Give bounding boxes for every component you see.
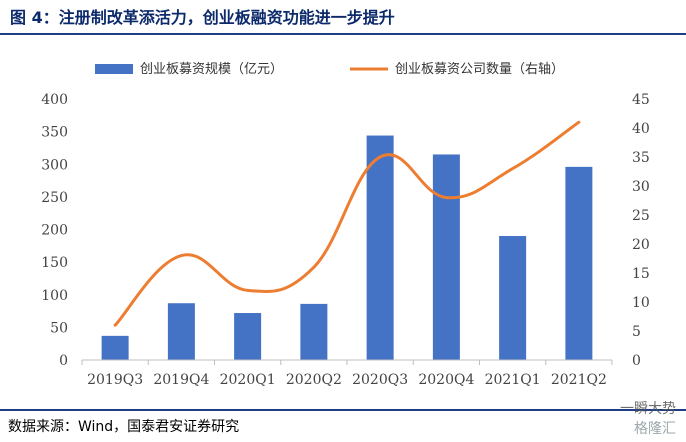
bar <box>366 135 394 360</box>
chart: 创业板募资规模（亿元） 创业板募资公司数量（右轴） 05010015020025… <box>41 62 650 388</box>
x-tick-label: 2020Q2 <box>286 372 342 388</box>
bottom-rule <box>0 409 686 411</box>
right-axis: 0 5 10 15 20 25 30 35 40 45 <box>632 92 650 369</box>
bar <box>101 335 129 360</box>
left-tick-label: 100 <box>41 288 68 304</box>
right-tick-label: 45 <box>632 92 650 108</box>
left-tick-label: 250 <box>41 190 68 206</box>
series-line <box>113 120 581 327</box>
left-axis: 0 50 100 150 200 250 300 350 400 <box>41 92 68 369</box>
bar-series <box>101 135 593 360</box>
x-tick-label: 2021Q2 <box>551 372 607 388</box>
right-tick-label: 0 <box>632 353 641 369</box>
bar <box>432 154 460 360</box>
left-tick-label: 300 <box>41 157 68 173</box>
bar <box>167 303 195 360</box>
bar <box>499 236 527 360</box>
x-tick-label: 2020Q1 <box>220 372 276 388</box>
right-tick-label: 40 <box>632 121 650 137</box>
watermark: 一瞬大势 <box>620 401 676 417</box>
right-tick-label: 20 <box>632 237 650 253</box>
x-tick-label: 2019Q4 <box>153 372 209 388</box>
x-tick-label: 2020Q3 <box>352 372 408 388</box>
source-note: 数据来源：Wind，国泰君安证券研究 <box>8 419 240 435</box>
x-tick-label: 2019Q3 <box>87 372 143 388</box>
bar <box>300 303 328 360</box>
x-tick-label: 2021Q1 <box>485 372 541 388</box>
right-tick-label: 25 <box>632 208 650 224</box>
left-tick-label: 350 <box>41 125 68 141</box>
x-axis: 2019Q3 2019Q4 2020Q1 2020Q2 2020Q3 2020Q4 2021… <box>81 359 613 388</box>
left-tick-label: 150 <box>41 255 68 271</box>
right-tick-label: 35 <box>632 150 650 166</box>
left-tick-label: 200 <box>41 223 68 239</box>
right-tick-label: 5 <box>632 324 641 340</box>
legend: 创业板募资规模（亿元） 创业板募资公司数量（右轴） <box>95 62 564 77</box>
legend-line-label: 创业板募资公司数量（右轴） <box>395 62 564 77</box>
line-series <box>113 120 581 327</box>
top-rule <box>0 33 686 35</box>
x-tick-label: 2020Q4 <box>418 372 474 388</box>
left-tick-label: 0 <box>59 353 68 369</box>
right-tick-label: 15 <box>632 266 650 282</box>
bar <box>565 166 593 360</box>
right-tick-label: 10 <box>632 295 650 311</box>
legend-bar-swatch <box>95 64 133 74</box>
watermark-logo: 格隆汇 <box>634 421 676 437</box>
left-tick-label: 400 <box>41 92 68 108</box>
legend-bar-label: 创业板募资规模（亿元） <box>140 62 283 77</box>
bar <box>234 313 262 360</box>
figure-title: 图 4：注册制改革添活力，创业板融资功能进一步提升 <box>10 8 395 27</box>
left-tick-label: 50 <box>50 320 68 336</box>
right-tick-label: 30 <box>632 179 650 195</box>
